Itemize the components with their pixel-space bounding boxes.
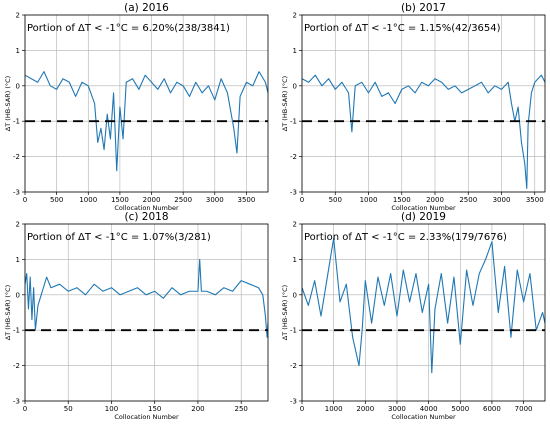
y-axis-label: ΔT (HB-SAR) (°C) (4, 76, 12, 131)
x-tick-label: 1000 (360, 196, 378, 204)
y-tick-label: -3 (13, 398, 20, 406)
x-axis-label: Collocation Number (391, 413, 456, 421)
x-axis-label: Collocation Number (114, 413, 179, 421)
panel-title: (b) 2017 (401, 2, 446, 14)
x-tick-label: 0 (23, 196, 27, 204)
y-tick-label: -3 (13, 189, 20, 197)
x-tick-label: 250 (235, 405, 248, 413)
y-tick-label: 0 (293, 291, 297, 299)
series-line (25, 71, 268, 172)
y-tick-label: -3 (290, 398, 297, 406)
series-line (25, 258, 268, 338)
x-tick-label: 2000 (143, 196, 161, 204)
x-tick-label: 2500 (174, 196, 192, 204)
y-tick-label: -2 (290, 362, 297, 370)
y-tick-label: 0 (16, 82, 20, 90)
y-axis-label: ΔT (HB-SAR) (°C) (4, 285, 12, 340)
y-tick-label: 2 (16, 221, 20, 229)
x-tick-label: 500 (329, 196, 342, 204)
y-tick-label: -1 (290, 118, 297, 126)
portion-annotation: Portion of ΔT < -1°C = 6.20%(238/3841) (27, 23, 230, 34)
x-tick-label: 6000 (483, 405, 501, 413)
portion-annotation: Portion of ΔT < -1°C = 2.33%(179/7676) (304, 232, 507, 243)
x-tick-label: 500 (50, 196, 63, 204)
y-tick-label: -1 (13, 118, 20, 126)
y-axis-label: ΔT (HB-SAR) (°C) (281, 76, 289, 131)
x-axis-label: Collocation Number (114, 204, 179, 212)
x-tick-label: 3000 (206, 196, 224, 204)
panel-title: (a) 2016 (124, 2, 169, 14)
y-tick-label: 2 (293, 12, 297, 20)
x-tick-label: 0 (23, 405, 27, 413)
y-tick-label: -3 (290, 189, 297, 197)
series-line (302, 237, 545, 374)
y-tick-label: 2 (16, 12, 20, 20)
x-tick-label: 7000 (515, 405, 533, 413)
x-axis-label: Collocation Number (391, 204, 456, 212)
chart-panel: (a) 2016 Portion of ΔT < -1°C = 6.20%(238… (4, 2, 269, 212)
x-tick-label: 3500 (238, 196, 256, 204)
y-tick-label: -2 (13, 362, 20, 370)
chart-panel: (c) 2018 Portion of ΔT < -1°C = 1.07%(3/2… (4, 211, 269, 421)
x-tick-label: 4000 (420, 405, 438, 413)
y-tick-label: 0 (293, 82, 297, 90)
y-tick-label: 1 (293, 256, 297, 264)
x-tick-label: 1000 (325, 405, 343, 413)
x-tick-label: 1000 (79, 196, 97, 204)
y-tick-label: 2 (293, 221, 297, 229)
y-tick-label: -2 (13, 153, 20, 161)
y-tick-label: 1 (293, 47, 297, 55)
plot-frame (24, 223, 269, 402)
portion-annotation: Portion of ΔT < -1°C = 1.15%(42/3654) (304, 23, 501, 34)
y-tick-label: 1 (16, 256, 20, 264)
x-tick-label: 5000 (451, 405, 469, 413)
y-tick-label: -2 (290, 153, 297, 161)
x-tick-label: 1500 (111, 196, 129, 204)
chart-panel: (d) 2019 Portion of ΔT < -1°C = 2.33%(179… (281, 211, 546, 421)
y-tick-label: 0 (16, 291, 20, 299)
plot-frame (24, 14, 269, 193)
x-tick-label: 150 (148, 405, 161, 413)
x-tick-label: 2500 (459, 196, 477, 204)
x-tick-label: 1500 (393, 196, 411, 204)
y-tick-label: -1 (290, 327, 297, 335)
y-tick-label: -1 (13, 327, 20, 335)
x-tick-label: 2000 (356, 405, 374, 413)
panel-title: (c) 2018 (124, 211, 168, 223)
plot-frame (301, 14, 546, 193)
y-tick-label: 1 (16, 47, 20, 55)
x-tick-label: 3000 (493, 196, 511, 204)
plot-frame (301, 223, 546, 402)
x-tick-label: 0 (300, 405, 304, 413)
x-tick-label: 2000 (426, 196, 444, 204)
x-tick-label: 50 (64, 405, 73, 413)
x-tick-label: 0 (300, 196, 304, 204)
x-tick-label: 100 (105, 405, 118, 413)
x-tick-label: 3000 (388, 405, 406, 413)
chart-panel: (b) 2017 Portion of ΔT < -1°C = 1.15%(42/… (281, 2, 546, 212)
y-axis-label: ΔT (HB-SAR) (°C) (281, 285, 289, 340)
series-line (302, 74, 545, 190)
portion-annotation: Portion of ΔT < -1°C = 1.07%(3/281) (27, 232, 211, 243)
x-tick-label: 3500 (526, 196, 544, 204)
panel-title: (d) 2019 (401, 211, 446, 223)
x-tick-label: 200 (191, 405, 204, 413)
